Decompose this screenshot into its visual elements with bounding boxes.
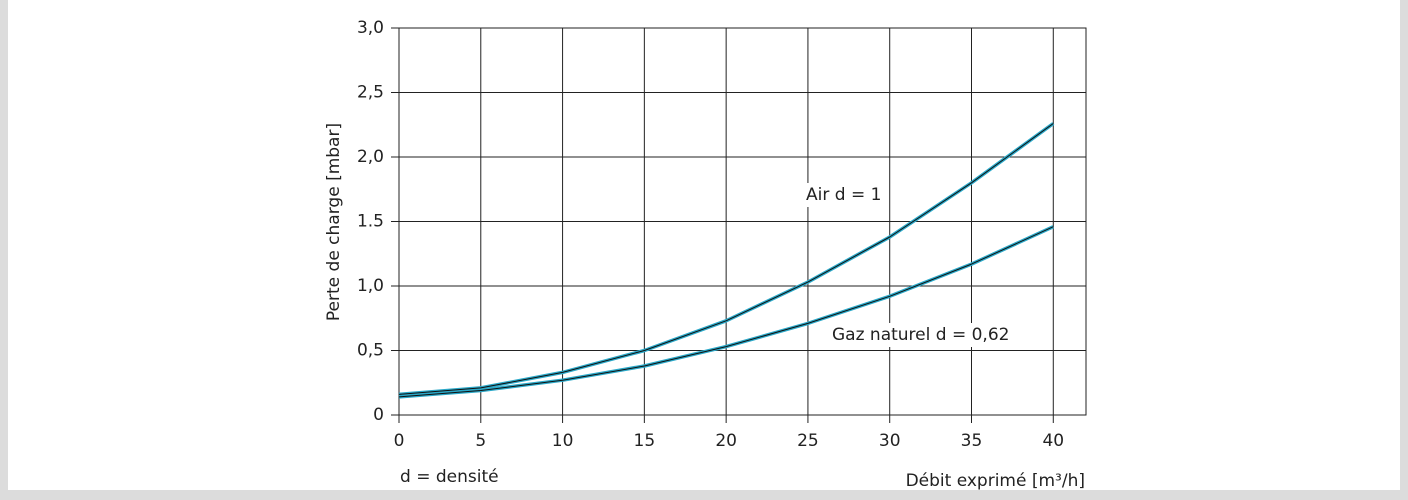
series-line-core [398,123,1054,395]
y-tick-label: 1.5 [357,212,384,232]
y-tick-label: 2,0 [357,147,384,167]
series-label: Air d = 1 [806,185,881,205]
series-line-core [398,226,1054,398]
x-tick-label: 35 [961,431,983,451]
y-tick-label: 0 [373,405,384,425]
y-tick-label: 3,0 [357,18,384,38]
x-tick-label: 20 [715,431,737,451]
y-tick-label: 1,0 [357,276,384,296]
x-tick-label: 0 [394,431,405,451]
y-tick-label: 2,5 [357,83,384,103]
x-tick-label: 40 [1042,431,1064,451]
y-tick-label: 0,5 [357,341,384,361]
label-bg [829,323,1013,347]
x-tick-label: 10 [552,431,574,451]
x-tick-label: 5 [475,431,486,451]
x-axis-label: Débit exprimé [m³/h] [906,471,1085,491]
label-bg [803,183,885,207]
panel [8,0,1400,490]
series-label: Gaz naturel d = 0,62 [832,325,1009,345]
x-tick-label: 15 [634,431,656,451]
plot-frame [398,27,1087,416]
x-tick-label: 30 [879,431,901,451]
y-axis-label: Perte de charge [mbar] [324,123,344,321]
x-tick-label: 25 [797,431,819,451]
note: d = densité [400,467,499,487]
